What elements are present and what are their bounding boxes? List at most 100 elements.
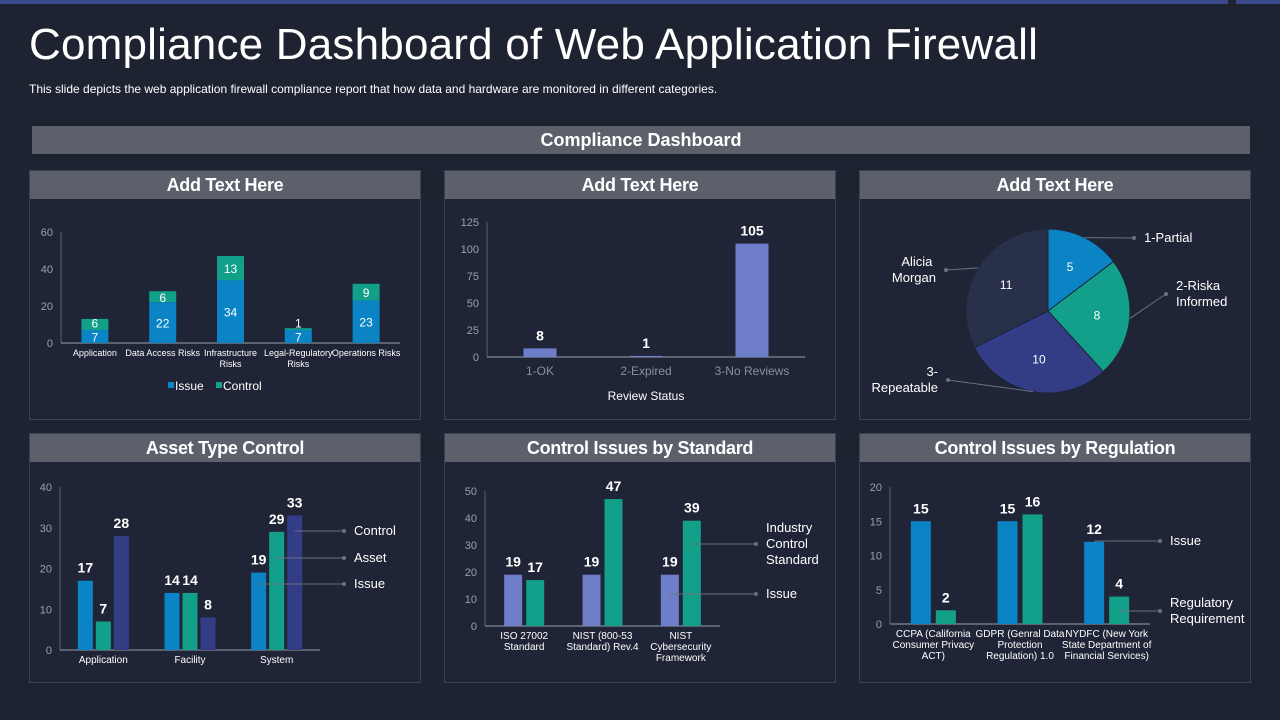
y-tick-label: 25	[467, 325, 479, 337]
panel-title: Asset Type Control	[30, 434, 420, 462]
y-tick-label: 100	[461, 244, 479, 256]
bar	[660, 574, 679, 626]
pie-slice	[1047, 260, 1131, 373]
legend-label: Issue	[175, 379, 204, 393]
x-tick-label: Framework	[656, 653, 707, 664]
bar	[95, 621, 111, 650]
bar	[269, 531, 285, 650]
x-tick-label: Operations Risks	[332, 348, 401, 358]
bar	[182, 592, 198, 650]
bar-value-label: 1	[295, 317, 302, 331]
pie-slice	[1047, 228, 1115, 313]
y-tick-label: 40	[41, 264, 53, 276]
x-tick-label: GDPR (Genral Data	[976, 629, 1065, 640]
pie-leader-dot	[944, 268, 948, 272]
bar-value-label: 1	[642, 335, 650, 351]
legend-leader-dot	[1158, 539, 1162, 543]
panel-title: Add Text Here	[445, 171, 835, 199]
bar-value-label: 2	[942, 589, 950, 605]
bar-value-label: 15	[1000, 500, 1016, 516]
y-tick-label: 10	[40, 604, 52, 616]
bar	[164, 592, 180, 650]
bar-value-label: 33	[287, 495, 303, 511]
bar	[287, 515, 303, 650]
x-tick-label: State Department of	[1062, 640, 1152, 651]
bar	[582, 574, 601, 626]
x-tick-label: Infrastructure	[204, 348, 257, 358]
x-tick-label: NIST	[669, 631, 692, 642]
bar	[352, 283, 380, 301]
bar	[352, 300, 380, 343]
pie-leader-dot	[1164, 292, 1168, 296]
x-tick-label: NYDFC (New York	[1065, 629, 1149, 640]
x-tick-label: Data Access Risks	[125, 348, 200, 358]
bar	[1084, 541, 1105, 624]
bar-value-label: 19	[662, 554, 678, 570]
x-tick-label: 3-No Reviews	[715, 364, 790, 378]
x-tick-label: 2-Expired	[620, 364, 671, 378]
x-axis-title: Review Status	[608, 389, 685, 403]
bar-value-label: 39	[684, 500, 700, 516]
panel-title: Add Text Here	[860, 171, 1250, 199]
bar	[284, 328, 312, 331]
legend-leader-dot	[342, 556, 346, 560]
bar	[910, 521, 931, 624]
bar-value-label: 34	[224, 306, 238, 320]
x-tick-label: 1-OK	[526, 364, 554, 378]
bar	[526, 580, 545, 626]
top-accent-bar-right	[1236, 0, 1280, 4]
x-tick-label: Application	[73, 348, 117, 358]
bar	[200, 617, 216, 650]
y-tick-label: 30	[40, 523, 52, 535]
legend-label: Issue	[354, 576, 385, 591]
bar	[1022, 514, 1043, 624]
y-tick-label: 0	[876, 619, 882, 631]
y-tick-label: 125	[461, 217, 479, 229]
x-tick-label: Standard) Rev.4	[566, 642, 639, 653]
legend-leader-dot	[754, 592, 758, 596]
bar-value-label: 6	[92, 317, 99, 331]
legend-label: Asset	[354, 550, 387, 565]
pie-leader-dot	[946, 378, 950, 382]
bar	[81, 318, 109, 331]
y-tick-label: 40	[465, 513, 477, 525]
pie-leader-dot	[1132, 236, 1136, 240]
panel-asset-type: Asset Type Control	[29, 433, 421, 683]
x-tick-label: Protection	[997, 640, 1042, 651]
y-tick-label: 10	[465, 594, 477, 606]
bar-value-label: 8	[536, 327, 544, 343]
bar	[251, 572, 267, 650]
bar	[935, 610, 956, 624]
y-tick-label: 20	[40, 564, 52, 576]
bar-value-label: 29	[269, 511, 285, 527]
x-tick-label: ACT)	[922, 651, 945, 662]
y-tick-label: 0	[471, 621, 477, 633]
y-tick-label: 75	[467, 271, 479, 283]
bar	[523, 348, 557, 357]
bar-value-label: 47	[606, 478, 622, 494]
page-title: Compliance Dashboard of Web Application …	[29, 20, 1039, 69]
y-tick-label: 10	[870, 551, 882, 563]
bar-value-label: 13	[224, 262, 238, 276]
bar	[682, 520, 701, 626]
bar-value-label: 17	[527, 559, 543, 575]
x-tick-label: Risks	[220, 359, 242, 369]
dashboard-banner: Compliance Dashboard	[32, 126, 1250, 154]
pie-value-label: 8	[1094, 309, 1101, 323]
bar-value-label: 16	[1025, 493, 1041, 509]
bar-value-label: 7	[99, 600, 107, 616]
bar	[77, 580, 93, 650]
y-tick-label: 20	[41, 301, 53, 313]
bar-value-label: 19	[251, 552, 267, 568]
bar-value-label: 8	[204, 596, 212, 612]
pie-slice-label: 2-Riska Informed	[1176, 278, 1227, 309]
panel-title: Add Text Here	[30, 171, 420, 199]
legend-label: Issue	[1170, 533, 1201, 548]
panel-title: Control Issues by Regulation	[860, 434, 1250, 462]
bar	[217, 280, 244, 343]
legend-leader-dot	[342, 582, 346, 586]
bar	[504, 574, 523, 626]
bar-value-label: 7	[295, 331, 302, 345]
bar-value-label: 19	[584, 554, 600, 570]
